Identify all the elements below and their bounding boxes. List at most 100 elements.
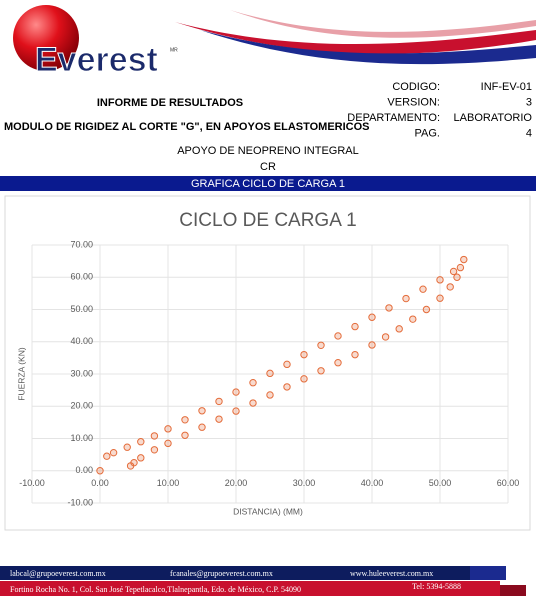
data-point bbox=[449, 267, 458, 276]
data-point bbox=[96, 467, 104, 475]
address: Fortino Rocha No. 1, Col. San José Tepet… bbox=[10, 585, 301, 594]
y-axis-label: FUERZA (KN) bbox=[16, 347, 26, 401]
data-point bbox=[137, 454, 145, 462]
data-point bbox=[266, 369, 274, 378]
compound: CR bbox=[260, 161, 276, 173]
data-point bbox=[368, 313, 376, 321]
data-point bbox=[368, 341, 376, 349]
data-point bbox=[422, 305, 431, 314]
y-tick-label: 60.00 bbox=[70, 272, 93, 282]
data-point bbox=[150, 432, 159, 440]
data-point bbox=[164, 425, 172, 433]
data-point bbox=[266, 391, 274, 399]
plot: -10.00 0.00 10.00 20.00 30.00 40.00 50.00 60.00… bbox=[19, 239, 519, 507]
data-point bbox=[409, 315, 417, 323]
data-point bbox=[103, 452, 111, 460]
data-point bbox=[334, 359, 342, 367]
email: fcanales@grupoeverest.com.mx bbox=[170, 569, 273, 578]
data-point bbox=[453, 273, 461, 281]
data-point bbox=[249, 379, 257, 387]
y-tick-label: 0.00 bbox=[75, 465, 93, 475]
footer-bar-red-end bbox=[500, 585, 526, 596]
section-title: GRAFICA CICLO DE CARGA 1 bbox=[191, 178, 345, 190]
swoosh-blue bbox=[200, 30, 536, 65]
report-title: INFORME DE RESULTADOS bbox=[97, 97, 243, 109]
report-subject: MODULO DE RIGIDEZ AL CORTE "G", EN APOYO… bbox=[4, 121, 370, 133]
data-point bbox=[317, 341, 325, 349]
y-tick-label: -10.00 bbox=[67, 497, 93, 507]
y-tick-label: 50.00 bbox=[70, 304, 93, 314]
data-point bbox=[385, 304, 393, 312]
data-point bbox=[334, 332, 342, 340]
x-tick-label: 10.00 bbox=[157, 478, 180, 488]
x-tick-label: 30.00 bbox=[293, 478, 316, 488]
x-tick-label: 50.00 bbox=[429, 478, 452, 488]
swoosh-light bbox=[230, 10, 536, 38]
data-point bbox=[123, 443, 131, 451]
chart-title: CICLO DE CARGA 1 bbox=[179, 210, 356, 231]
y-tick-label: 20.00 bbox=[70, 401, 93, 411]
data-point bbox=[198, 423, 206, 431]
swoosh-red bbox=[175, 22, 536, 54]
x-tick-label: 0.00 bbox=[91, 478, 109, 488]
chart-frame bbox=[4, 195, 531, 531]
data-point bbox=[446, 283, 454, 291]
footer-bar-red bbox=[0, 581, 500, 596]
data-point bbox=[137, 438, 145, 446]
data-point bbox=[232, 407, 240, 415]
data-point bbox=[402, 294, 410, 303]
fields: CODIGO: INF-EV-01 VERSION: 3 DEPARTAMENTO: LA… bbox=[347, 81, 532, 140]
logo-sphere bbox=[13, 5, 79, 71]
data-point bbox=[351, 322, 359, 331]
data-point bbox=[215, 415, 223, 423]
footer-bar-blue-end bbox=[470, 566, 506, 580]
data-point bbox=[381, 333, 390, 341]
field-value: 3 bbox=[526, 96, 532, 108]
data-point bbox=[198, 407, 206, 415]
data-point bbox=[283, 360, 291, 369]
section-bar bbox=[0, 176, 536, 191]
field-label: DEPARTAMENTO: bbox=[347, 112, 440, 124]
x-tick-label: 20.00 bbox=[225, 478, 248, 488]
data-point bbox=[395, 325, 403, 333]
x-tick-label: -10.00 bbox=[19, 478, 45, 488]
footer-bar-blue bbox=[0, 566, 470, 580]
y-tick-label: 10.00 bbox=[70, 433, 93, 443]
data-point bbox=[419, 285, 427, 293]
website: www.huleeverest.com.mx bbox=[350, 569, 433, 578]
data-point bbox=[436, 294, 444, 302]
x-axis-label: DISTANCIA) (MM) bbox=[233, 506, 303, 516]
x-tick-label: 40.00 bbox=[361, 478, 384, 488]
field-label: PAG. bbox=[415, 127, 440, 139]
data-point bbox=[456, 263, 465, 272]
data-point bbox=[351, 350, 359, 359]
data-point bbox=[232, 388, 240, 396]
x-tick-label: 60.00 bbox=[497, 478, 520, 488]
data-point bbox=[300, 350, 308, 359]
field-value: LABORATORIO bbox=[454, 112, 533, 124]
data-point bbox=[460, 255, 468, 264]
data-point bbox=[215, 397, 223, 406]
data-point bbox=[150, 446, 159, 454]
y-tick-label: 70.00 bbox=[70, 239, 93, 249]
field-value: 4 bbox=[526, 127, 532, 139]
data-point bbox=[249, 399, 257, 407]
field-label: VERSION: bbox=[387, 96, 440, 108]
phone: Tel: 5394-5888 bbox=[412, 582, 461, 591]
data-point bbox=[109, 448, 118, 457]
email: labcal@grupoeverest.com.mx bbox=[10, 569, 106, 578]
field-value: INF-EV-01 bbox=[481, 81, 532, 93]
y-tick-label: 40.00 bbox=[70, 336, 93, 346]
data-point bbox=[181, 416, 189, 424]
y-tick-label: 30.00 bbox=[70, 368, 93, 378]
specimen: APOYO DE NEOPRENO INTEGRAL bbox=[177, 145, 359, 157]
data-point bbox=[300, 375, 308, 383]
data-point bbox=[164, 439, 172, 448]
field-label: CODIGO: bbox=[392, 81, 440, 93]
data-point bbox=[317, 367, 325, 375]
data-point bbox=[181, 431, 189, 439]
logo-text: Everest bbox=[35, 41, 158, 79]
data-point bbox=[436, 276, 444, 284]
